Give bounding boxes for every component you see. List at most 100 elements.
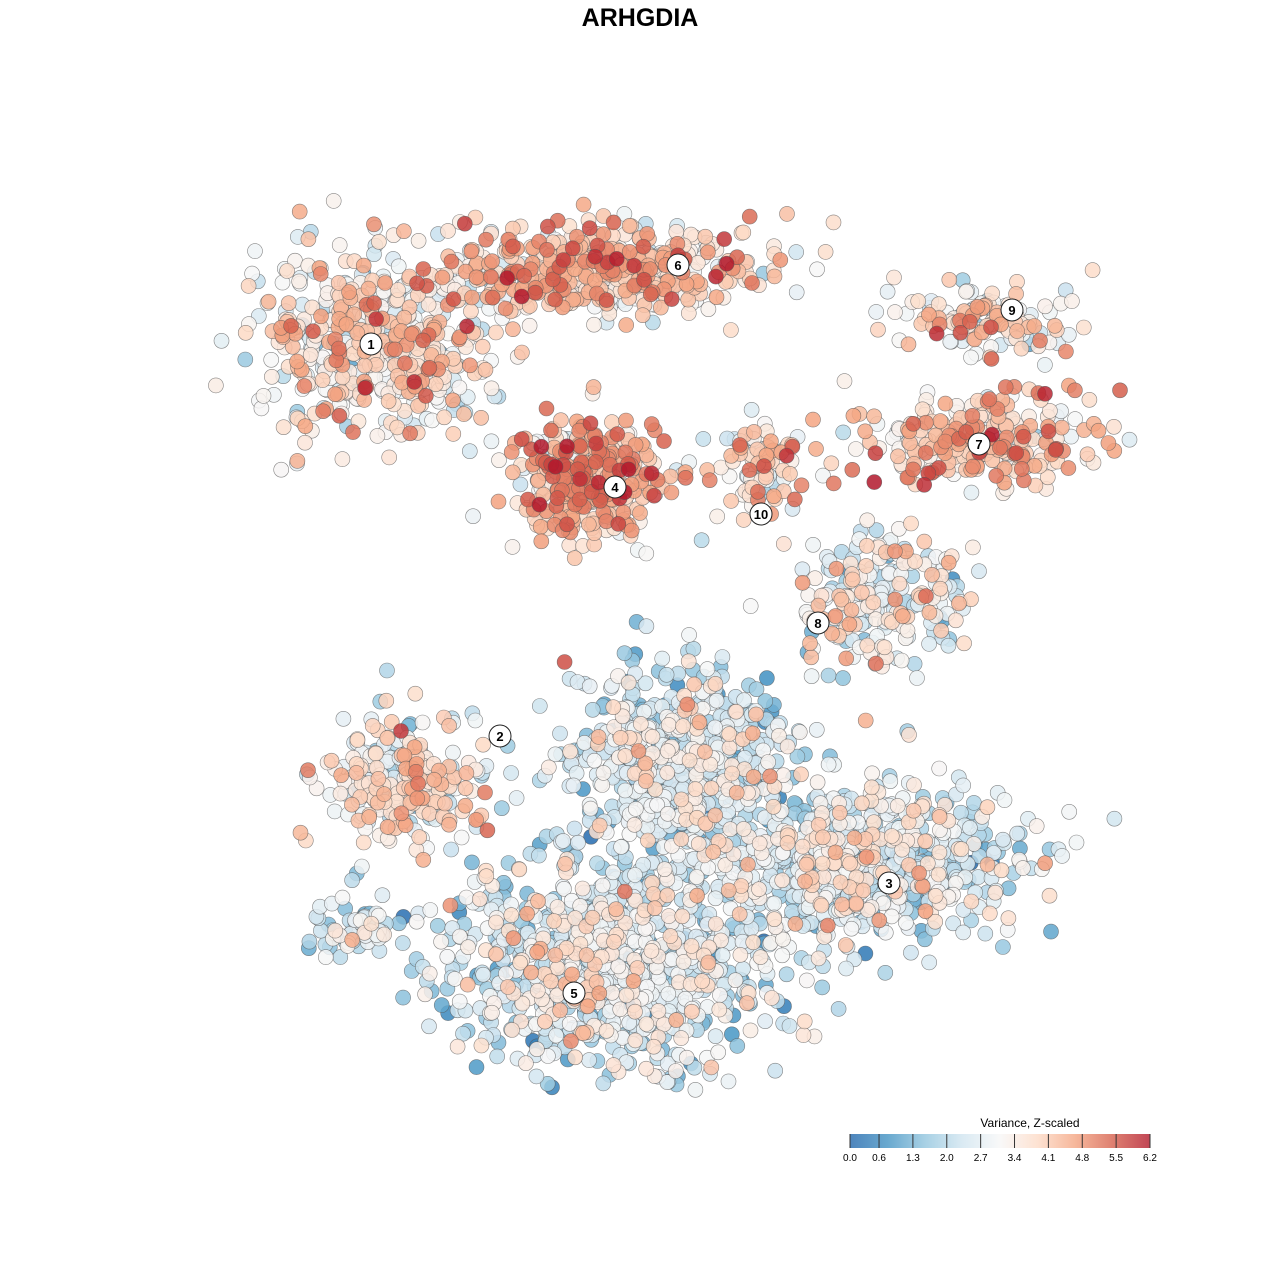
scatter-point bbox=[981, 391, 998, 407]
scatter-point bbox=[537, 1013, 553, 1030]
scatter-point bbox=[519, 905, 535, 922]
scatter-point bbox=[662, 928, 679, 944]
scatter-point bbox=[621, 218, 638, 234]
scatter-point bbox=[931, 809, 948, 825]
scatter-point bbox=[662, 468, 679, 485]
scatter-point bbox=[834, 896, 850, 913]
scatter-point bbox=[634, 307, 651, 324]
scatter-point bbox=[348, 765, 365, 781]
scatter-point bbox=[484, 289, 501, 306]
scatter-point bbox=[549, 490, 566, 506]
scatter-point bbox=[887, 543, 903, 560]
cluster-label-text: 3 bbox=[885, 876, 892, 891]
scatter-point bbox=[439, 948, 456, 965]
scatter-point bbox=[381, 449, 398, 466]
scatter-point bbox=[964, 407, 981, 424]
scatter-point bbox=[741, 462, 758, 478]
scatter-point bbox=[1068, 834, 1085, 851]
scatter-point bbox=[433, 997, 450, 1013]
scatter-point bbox=[659, 764, 676, 781]
cluster-label-6: 6 bbox=[666, 253, 690, 277]
scatter-point bbox=[782, 465, 798, 482]
scatter-point bbox=[914, 878, 931, 895]
scatter-point bbox=[488, 324, 504, 341]
scatter-point bbox=[465, 508, 481, 525]
scatter-point bbox=[477, 784, 493, 801]
scatter-point bbox=[489, 1048, 506, 1065]
scatter-point bbox=[779, 738, 796, 755]
scatter-point bbox=[409, 275, 425, 292]
scatter-point bbox=[697, 228, 714, 245]
scatter-point bbox=[763, 433, 779, 450]
scatter-point bbox=[627, 801, 644, 817]
scatter-point bbox=[924, 566, 940, 583]
scatter-point bbox=[623, 522, 640, 539]
scatter-point bbox=[451, 993, 468, 1010]
scatter-point bbox=[921, 636, 937, 652]
scatter-point bbox=[810, 597, 827, 614]
scatter-point bbox=[716, 231, 733, 247]
scatter-point bbox=[910, 293, 927, 309]
scatter-point bbox=[928, 325, 945, 342]
scatter-point bbox=[794, 574, 811, 591]
scatter-point bbox=[559, 516, 575, 533]
scatter-point bbox=[894, 608, 911, 625]
scatter-point bbox=[945, 915, 961, 932]
scatter-point bbox=[870, 321, 886, 338]
scatter-point bbox=[297, 434, 313, 451]
scatter-point bbox=[673, 1030, 690, 1046]
scatter-point bbox=[478, 231, 494, 248]
scatter-point bbox=[613, 839, 629, 855]
scatter-point bbox=[654, 650, 671, 667]
scatter-point bbox=[280, 295, 297, 312]
scatter-point bbox=[335, 710, 352, 727]
scatter-point bbox=[556, 654, 573, 670]
scatter-point bbox=[395, 989, 411, 1006]
scatter-point bbox=[434, 269, 451, 286]
scatter-point bbox=[357, 380, 373, 396]
scatter-point bbox=[529, 944, 546, 961]
scatter-point bbox=[723, 322, 739, 338]
scatter-point bbox=[658, 666, 675, 683]
scatter-point bbox=[616, 645, 633, 662]
scatter-point bbox=[612, 730, 629, 746]
scatter-point bbox=[766, 911, 783, 928]
scatter-point bbox=[548, 1027, 564, 1044]
scatter-point bbox=[673, 831, 690, 847]
scatter-point bbox=[468, 1059, 485, 1075]
scatter-point bbox=[477, 361, 494, 378]
chart-title: ARHGDIA bbox=[582, 4, 699, 32]
scatter-point bbox=[584, 701, 601, 718]
scatter-point bbox=[331, 237, 348, 253]
scatter-point bbox=[750, 483, 766, 500]
scatter-point bbox=[366, 295, 383, 311]
scatter-point bbox=[845, 407, 862, 424]
scatter-point bbox=[394, 935, 411, 951]
scatter-point bbox=[708, 289, 725, 306]
scatter-point bbox=[903, 944, 919, 961]
scatter-point bbox=[588, 454, 604, 470]
scatter-point bbox=[483, 433, 500, 450]
scatter-point bbox=[746, 424, 762, 440]
scatter-point bbox=[478, 868, 495, 885]
scatter-point bbox=[778, 966, 795, 983]
scatter-point bbox=[700, 244, 716, 261]
scatter-point bbox=[1047, 317, 1063, 334]
scatter-point bbox=[899, 622, 916, 639]
scatter-point bbox=[523, 964, 539, 981]
scatter-point bbox=[735, 512, 752, 528]
scatter-point bbox=[695, 431, 712, 447]
scatter-point bbox=[572, 471, 588, 487]
scatter-point bbox=[213, 332, 230, 349]
scatter-point bbox=[327, 922, 344, 939]
scatter-point bbox=[721, 739, 738, 756]
scatter-point bbox=[513, 288, 530, 305]
scatter-point bbox=[911, 865, 927, 881]
scatter-point bbox=[1100, 435, 1117, 451]
scatter-point bbox=[723, 493, 739, 509]
scatter-point bbox=[333, 767, 350, 784]
scatter-point bbox=[931, 760, 948, 777]
scatter-point bbox=[1037, 298, 1053, 315]
scatter-point bbox=[825, 475, 842, 492]
